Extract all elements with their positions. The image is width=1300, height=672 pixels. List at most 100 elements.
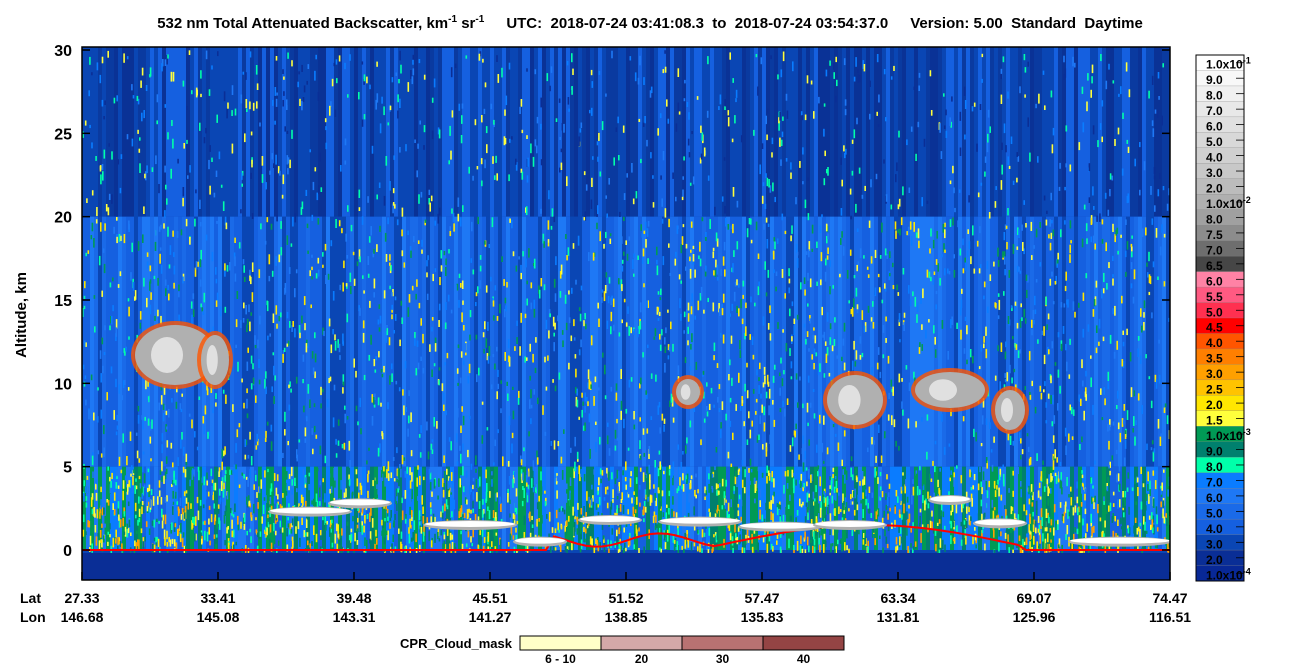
texture <box>980 398 983 408</box>
texture <box>736 279 738 286</box>
texture <box>1112 421 1115 426</box>
texture <box>816 473 818 479</box>
texture <box>249 528 251 533</box>
texture <box>440 250 443 259</box>
texture <box>1118 462 1121 472</box>
texture <box>444 503 446 512</box>
texture <box>1094 296 1097 306</box>
texture <box>188 413 191 417</box>
texture <box>631 163 633 173</box>
texture <box>721 505 724 510</box>
texture <box>477 486 480 492</box>
texture <box>249 101 251 110</box>
texture <box>278 254 281 263</box>
texture <box>507 461 510 467</box>
texture <box>995 513 998 521</box>
texture <box>1158 96 1160 100</box>
texture <box>493 517 496 524</box>
texture <box>697 489 699 494</box>
texture <box>531 524 534 528</box>
texture <box>1148 376 1151 380</box>
texture <box>829 286 831 295</box>
texture <box>1152 498 1155 508</box>
texture <box>240 320 242 329</box>
texture <box>1051 476 1053 481</box>
texture <box>221 448 224 459</box>
texture <box>416 170 418 178</box>
texture <box>211 157 213 162</box>
texture <box>810 519 813 525</box>
texture <box>894 519 896 528</box>
texture <box>878 47 882 217</box>
texture <box>250 466 254 550</box>
texture <box>836 79 838 87</box>
texture <box>630 471 632 477</box>
texture <box>561 330 564 335</box>
texture <box>906 47 910 217</box>
texture <box>246 466 250 550</box>
texture <box>679 477 681 486</box>
texture <box>795 423 797 429</box>
texture <box>146 503 149 512</box>
texture <box>109 484 112 494</box>
texture <box>271 386 273 393</box>
texture <box>635 191 638 199</box>
texture <box>426 47 430 217</box>
texture <box>288 473 291 479</box>
texture <box>493 462 495 466</box>
texture <box>422 216 426 467</box>
texture <box>1078 142 1081 151</box>
texture <box>930 478 933 482</box>
texture <box>335 219 337 228</box>
texture <box>259 122 261 127</box>
texture <box>670 216 674 467</box>
texture <box>243 474 245 479</box>
texture <box>128 306 130 317</box>
texture <box>254 216 258 467</box>
texture <box>1102 288 1105 294</box>
texture <box>247 347 249 353</box>
texture <box>762 466 766 550</box>
texture <box>1005 530 1008 538</box>
texture <box>1126 139 1129 144</box>
texture <box>890 47 894 217</box>
texture <box>484 321 486 330</box>
texture <box>490 103 493 110</box>
texture <box>85 252 87 257</box>
texture <box>927 491 929 499</box>
texture <box>391 314 393 320</box>
texture <box>107 50 109 58</box>
texture <box>807 177 809 181</box>
texture <box>713 355 715 361</box>
texture <box>734 466 738 550</box>
texture <box>581 519 583 528</box>
texture <box>953 254 955 259</box>
texture <box>1069 338 1071 345</box>
texture <box>1016 152 1018 157</box>
texture <box>291 549 293 554</box>
texture <box>242 466 246 550</box>
texture <box>273 534 276 545</box>
texture <box>520 526 522 534</box>
texture <box>589 109 591 114</box>
texture <box>1167 535 1170 544</box>
texture <box>506 381 508 386</box>
texture <box>915 153 917 161</box>
texture <box>164 405 166 414</box>
texture <box>691 293 693 302</box>
texture <box>583 506 585 516</box>
texture <box>961 288 963 294</box>
texture <box>960 521 963 527</box>
texture <box>772 546 774 552</box>
texture <box>354 466 358 550</box>
texture <box>139 137 141 141</box>
texture <box>1130 47 1134 217</box>
texture <box>492 477 495 484</box>
texture <box>884 287 887 292</box>
texture <box>521 171 524 180</box>
texture <box>346 216 350 467</box>
texture <box>307 384 310 394</box>
texture <box>691 333 693 343</box>
texture <box>886 466 890 550</box>
texture <box>204 405 207 415</box>
